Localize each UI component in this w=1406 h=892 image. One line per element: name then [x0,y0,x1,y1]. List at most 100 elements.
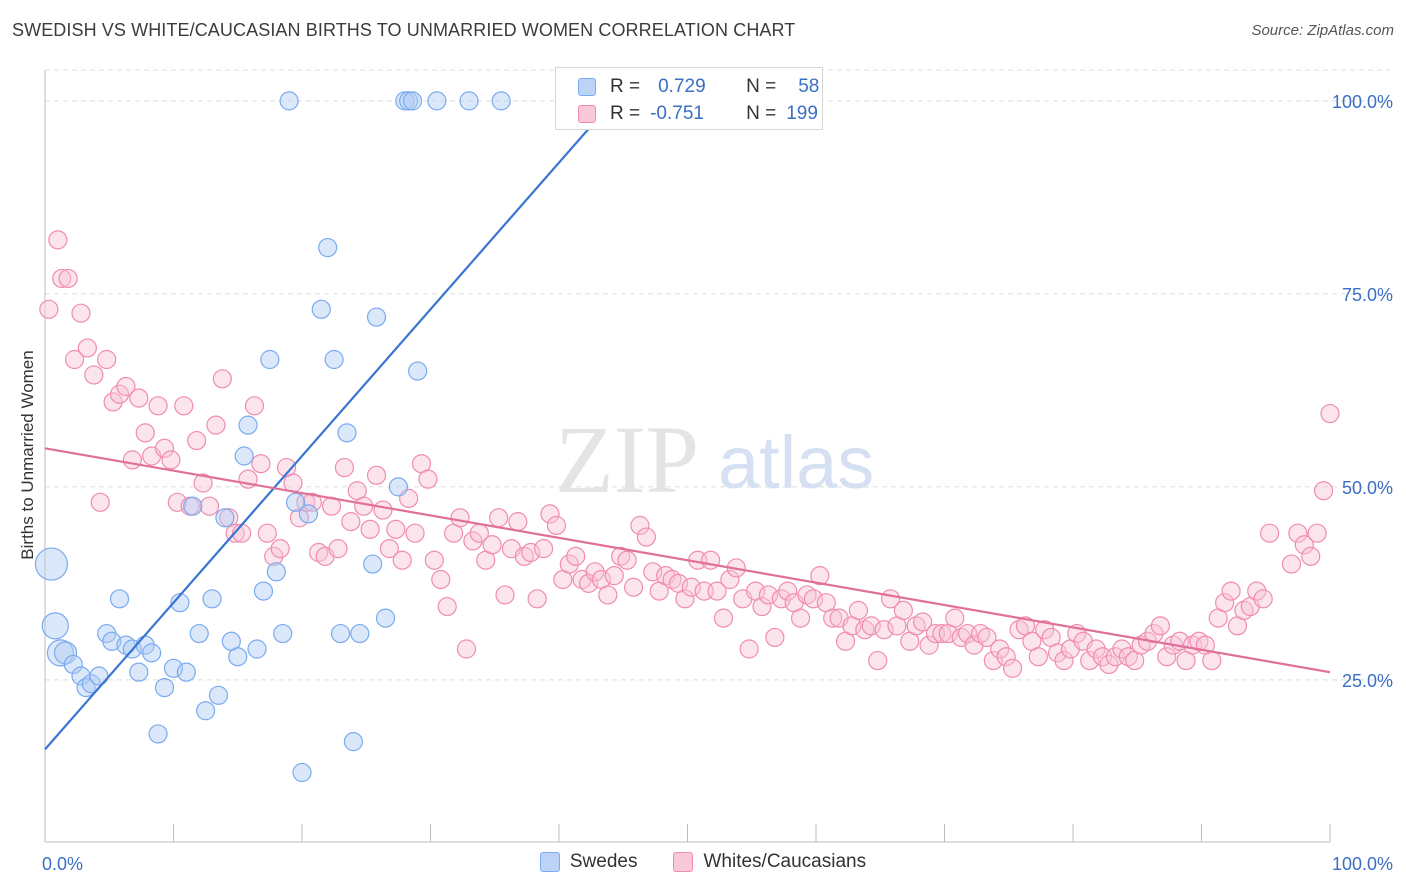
point-whites-148 [990,639,1010,659]
point-whites-106 [720,569,740,590]
point-whites-90 [617,550,637,570]
point-whites-167 [1112,639,1132,659]
point-swedes-47 [350,623,370,644]
point-whites-11 [109,384,130,404]
point-whites-47 [341,512,361,532]
stats-swatch-whites [578,105,596,123]
point-swedes-46 [343,732,363,752]
point-swedes-58 [491,91,511,111]
r-label: R = [610,76,641,97]
point-whites-111 [752,596,772,617]
point-whites-17 [148,396,168,416]
point-whites-64 [450,508,470,528]
point-swedes-37 [279,91,299,111]
point-swedes-55 [408,361,428,381]
point-whites-104 [707,581,727,601]
point-swedes-54 [402,91,423,111]
point-whites-36 [270,539,290,559]
point-whites-114 [771,589,791,609]
point-whites-165 [1099,654,1119,675]
point-whites-149 [996,647,1016,667]
point-swedes-21 [176,662,196,682]
point-whites-194 [1301,546,1321,566]
point-whites-136 [913,612,933,632]
point-whites-196 [1313,481,1334,501]
point-swedes-29 [228,647,248,667]
point-whites-141 [945,608,965,628]
r-value: -0.751 [650,103,704,124]
point-whites-129 [868,650,888,671]
point-whites-91 [623,577,644,597]
point-whites-60 [424,550,444,570]
point-swedes-4 [63,654,83,675]
point-whites-62 [437,596,457,617]
point-swedes-48 [363,554,383,574]
point-swedes-25 [202,589,222,609]
point-whites-8 [90,492,110,512]
point-whites-190 [1260,523,1280,543]
point-swedes-31 [238,415,258,435]
point-whites-14 [129,388,149,408]
point-whites-61 [431,569,451,590]
n-value: 199 [786,103,818,124]
y-axis-label: Births to Unmarried Women [18,350,37,559]
chart-title: SWEDISH VS WHITE/CAUCASIAN BIRTHS TO UNM… [12,20,796,40]
point-swedes-23 [189,623,209,644]
tick-labels: 25.0% 50.0% 75.0% 100.0% 0.0% 100.0% [42,92,1393,874]
point-whites-150 [1003,658,1023,678]
legend-item-whites[interactable]: Whites/Caucasians [673,851,866,873]
point-swedes-1 [41,612,69,640]
point-whites-78 [540,504,560,524]
r-label: R = [610,103,641,124]
point-whites-71 [495,585,515,605]
point-whites-59 [418,469,438,489]
point-swedes-41 [311,299,331,319]
point-swedes-24 [196,701,216,721]
point-whites-162 [1080,650,1100,671]
stats-legend: R = 0.729 N = 58 R = -0.751 N = 199 [555,67,823,130]
point-whites-79 [546,515,567,536]
y-tick-label-0: 25.0% [1342,671,1393,691]
legend-item-swedes[interactable]: Swedes [539,851,637,873]
point-swedes-36 [273,623,293,644]
point-swedes-39 [292,762,312,783]
series-whites-caucasians [39,230,1340,678]
point-whites-87 [598,585,618,605]
point-swedes-42 [318,237,338,258]
point-swedes-22 [183,496,203,516]
point-swedes-32 [247,639,267,659]
point-whites-57 [405,523,425,543]
point-swedes-2 [46,639,75,667]
point-whites-85 [585,562,605,582]
point-whites-49 [354,496,374,516]
point-swedes-43 [324,349,344,370]
point-whites-45 [328,539,348,559]
stats-swatch-swedes [578,78,596,96]
point-whites-70 [489,508,509,528]
point-whites-191 [1281,554,1302,574]
point-whites-174 [1157,647,1177,667]
point-whites-54 [386,519,406,539]
n-label: N = [746,76,777,97]
point-whites-92 [630,515,650,536]
point-whites-163 [1086,639,1106,659]
point-swedes-35 [266,562,286,582]
point-whites-52 [373,500,393,520]
trendline-swedes [44,88,625,751]
point-whites-73 [508,512,528,532]
point-swedes-27 [215,508,235,528]
point-swedes-51 [388,477,408,497]
point-whites-84 [578,573,599,593]
point-whites-109 [739,639,759,659]
point-whites-189 [1253,589,1273,609]
point-swedes-45 [337,423,357,443]
point-whites-157 [1047,643,1068,663]
point-whites-113 [765,627,785,648]
point-swedes-40 [298,504,319,524]
point-swedes-16 [142,643,162,663]
chart-legend: Swedes Whites/Caucasians [0,851,1406,873]
point-whites-9 [97,349,117,370]
trend-lines [44,88,1331,751]
point-whites-53 [379,539,399,559]
